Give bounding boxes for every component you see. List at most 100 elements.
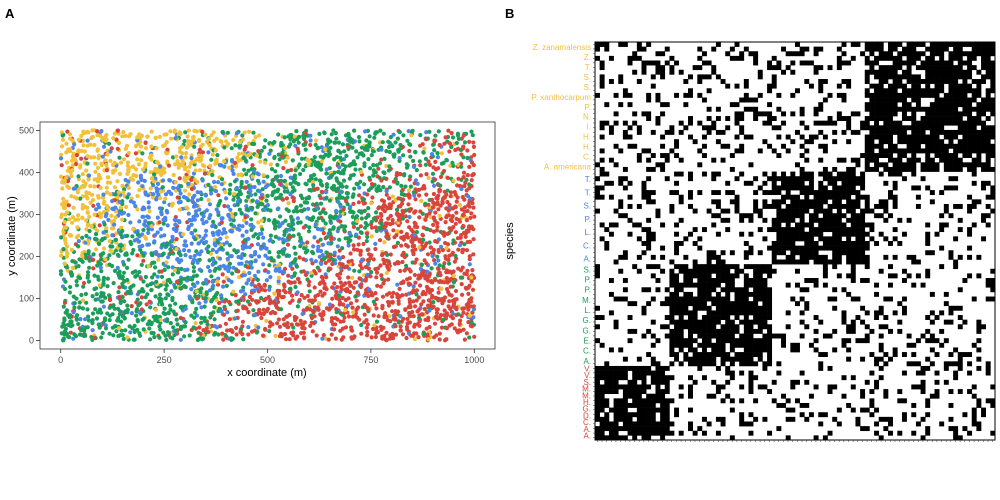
scatter-point	[306, 195, 312, 200]
scatter-point	[372, 216, 377, 221]
scatter-point	[403, 184, 408, 189]
heatmap-cell	[655, 398, 661, 404]
scatter-point	[92, 184, 97, 189]
heatmap-cell	[683, 319, 689, 325]
scatter-point	[436, 290, 441, 295]
scatter-point	[438, 286, 444, 291]
scatter-point	[197, 207, 202, 212]
heatmap-cell	[678, 342, 684, 348]
scatter-point	[395, 136, 400, 141]
scatter-point	[168, 247, 173, 252]
scatter-point	[369, 182, 375, 187]
scatter-point	[86, 318, 91, 323]
scatter-point	[468, 304, 473, 309]
scatter-point	[300, 208, 305, 214]
heatmap-cell	[771, 333, 777, 339]
scatter-point	[338, 209, 343, 214]
scatter-point	[161, 217, 166, 222]
scatter-point	[112, 131, 117, 136]
scatter-point	[264, 278, 269, 283]
scatter-point	[121, 336, 126, 342]
scatter-point	[344, 264, 349, 269]
heatmap-cell	[720, 352, 726, 357]
scatter-point	[246, 332, 251, 337]
heatmap-cell	[832, 384, 838, 390]
scatter-point	[61, 196, 66, 201]
scatter-point	[225, 310, 230, 315]
scatter-point	[382, 209, 387, 214]
heatmap-cell	[897, 430, 903, 436]
scatter-point	[226, 213, 231, 218]
scatter-point	[342, 228, 347, 233]
scatter-point	[313, 177, 318, 182]
scatter-point	[432, 177, 438, 182]
scatter-point	[267, 329, 272, 334]
scatter-point	[182, 243, 187, 248]
scatter-point	[124, 252, 129, 257]
scatter-point	[193, 321, 198, 326]
scatter-point	[187, 164, 192, 169]
scatter-point	[104, 226, 109, 231]
scatter-point	[251, 224, 256, 230]
scatter-point	[198, 144, 203, 149]
scatter-point	[431, 191, 436, 197]
scatter-point	[407, 177, 412, 182]
scatter-point	[107, 239, 112, 244]
heatmap-cell	[939, 342, 945, 348]
scatter-point	[170, 295, 175, 301]
heatmap-cell	[715, 347, 721, 353]
heatmap-cell	[608, 365, 614, 371]
scatter-point	[76, 239, 81, 244]
heatmap-cell	[911, 361, 917, 367]
heatmap-cell	[688, 393, 693, 399]
scatter-point	[321, 231, 326, 236]
scatter-point	[413, 197, 418, 202]
heatmap-cell	[678, 393, 684, 399]
scatter-point	[246, 277, 251, 283]
scatter-point	[359, 258, 364, 263]
scatter-point	[286, 279, 291, 284]
scatter-point	[385, 263, 390, 268]
scatter-point	[59, 144, 65, 149]
scatter-point	[465, 173, 470, 178]
heatmap-cell	[920, 379, 926, 385]
heatmap-cell	[618, 398, 624, 404]
scatter-point	[254, 153, 259, 158]
scatter-point	[148, 305, 153, 310]
scatter-point	[320, 317, 325, 322]
scatter-point	[452, 240, 458, 245]
scatter-point	[281, 166, 286, 171]
scatter-point	[318, 237, 323, 242]
scatter-point	[211, 232, 216, 237]
heatmap-cell	[650, 407, 656, 413]
scatter-point	[186, 248, 192, 253]
scatter-point	[411, 164, 416, 169]
heatmap-cell	[669, 315, 675, 320]
heatmap-cell	[943, 361, 949, 367]
scatter-point	[367, 140, 372, 145]
scatter-point	[116, 326, 121, 331]
scatter-point	[240, 151, 245, 156]
scatter-point	[288, 181, 293, 186]
heatmap-cell	[795, 398, 800, 404]
scatter-point	[419, 302, 424, 307]
scatter-point	[375, 187, 380, 192]
heatmap-cell	[650, 379, 656, 385]
heatmap-cell	[813, 338, 819, 344]
scatter-point	[62, 219, 67, 225]
scatter-point	[347, 176, 352, 181]
heatmap-cell	[729, 375, 735, 381]
scatter-point	[253, 284, 258, 289]
scatter-point	[328, 145, 333, 150]
heatmap-cell	[599, 421, 605, 427]
scatter-point	[204, 208, 209, 213]
heatmap-cell	[599, 315, 605, 320]
x-tick-label: 750	[363, 355, 378, 365]
heatmap-cell	[915, 421, 921, 427]
scatter-point	[377, 161, 382, 166]
scatter-point	[461, 133, 466, 138]
scatter-point	[234, 250, 239, 255]
scatter-point	[173, 136, 178, 141]
scatter-point	[135, 317, 140, 323]
scatter-point	[152, 239, 157, 244]
